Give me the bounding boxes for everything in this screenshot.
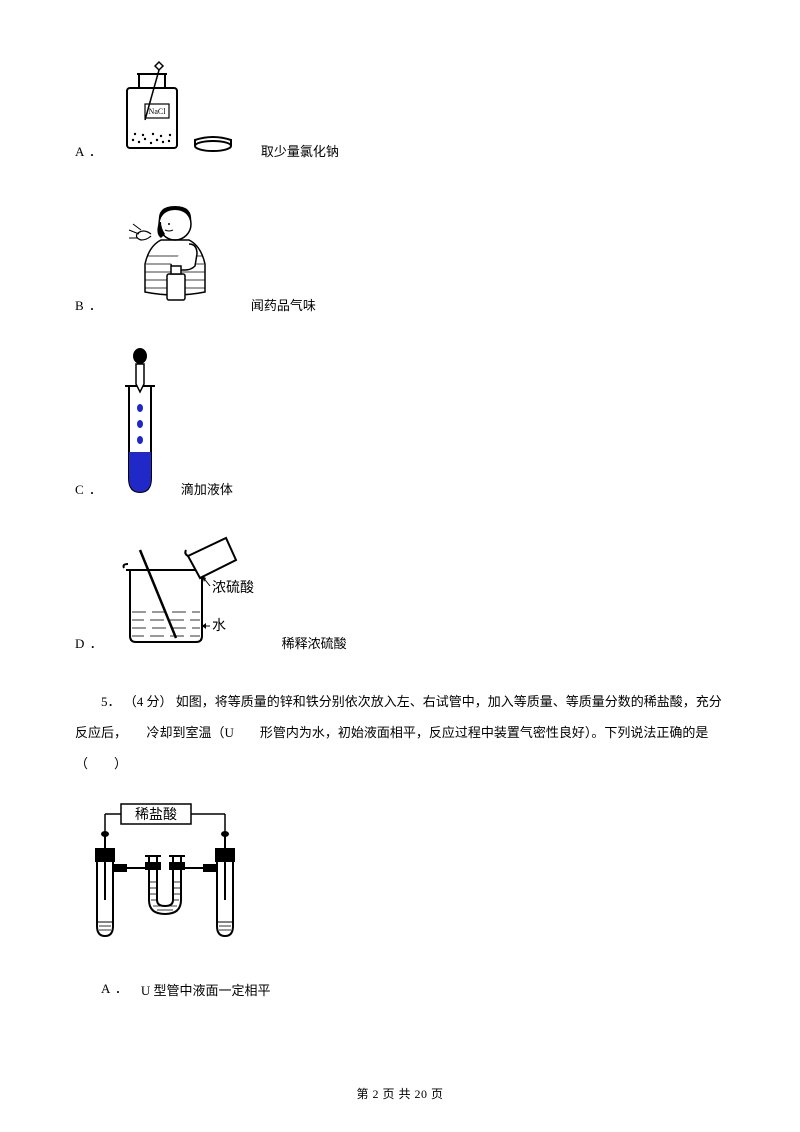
question-5-figure: 稀盐酸 — [75, 800, 725, 954]
option-a-text: 取少量氯化钠 — [261, 141, 339, 164]
q5-option-a-label: A ． — [101, 978, 129, 1001]
option-d-row: D ． 浓硫酸 水 稀释浓硫酸 — [75, 532, 725, 656]
q5-top-label: 稀盐酸 — [135, 807, 177, 823]
water-label: 水 — [212, 618, 226, 634]
q5-option-a-text: U 型管中液面一定相平 — [141, 980, 271, 999]
option-a-label: A ． — [75, 141, 103, 164]
option-a-diagram: NaCl — [115, 60, 245, 164]
option-c-diagram — [115, 348, 165, 502]
option-b-label: B ． — [75, 295, 103, 318]
nacl-label: NaCl — [148, 107, 166, 116]
option-b-text: 闻药品气味 — [251, 295, 316, 318]
acid-label: 浓硫酸 — [212, 580, 254, 596]
option-c-text: 滴加液体 — [181, 479, 233, 502]
question-5-points: （4 分） — [124, 694, 173, 709]
option-d-diagram: 浓硫酸 水 — [116, 532, 266, 656]
option-d-label: D ． — [75, 633, 104, 656]
option-a-row: A ． NaCl 取少量氯化钠 — [75, 60, 725, 164]
option-d-text: 稀释浓硫酸 — [282, 633, 347, 656]
question-5-number: 5． — [101, 694, 121, 709]
question-5-text: 如图，将等质量的锌和铁分别依次放入左、右试管中，加入等质量、等质量分数的稀盐酸，… — [75, 694, 722, 771]
option-c-row: C ． 滴加液体 — [75, 348, 725, 502]
option-b-row: B ． — [75, 194, 725, 318]
page-footer: 第 2 页 共 20 页 — [0, 1085, 800, 1102]
option-b-diagram — [115, 194, 235, 318]
option-c-label: C ． — [75, 479, 103, 502]
question-5: 5． （4 分） 如图，将等质量的锌和铁分别依次放入左、右试管中，加入等质量、等… — [75, 686, 725, 780]
q5-option-a: A ． U 型管中液面一定相平 — [101, 978, 725, 1001]
